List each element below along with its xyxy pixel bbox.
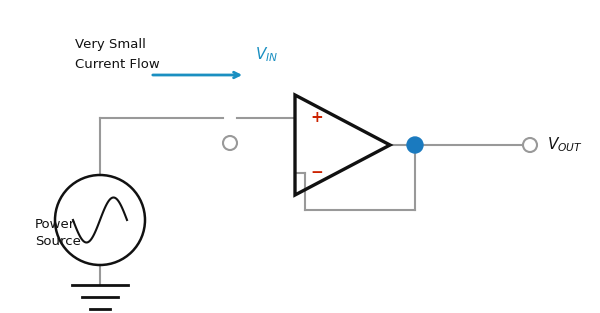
Text: −: − xyxy=(311,165,323,180)
Text: $V_{OUT}$: $V_{OUT}$ xyxy=(547,136,583,154)
Text: Source: Source xyxy=(35,235,81,248)
Circle shape xyxy=(523,138,537,152)
Text: Current Flow: Current Flow xyxy=(75,58,160,71)
Text: $V_{IN}$: $V_{IN}$ xyxy=(255,45,278,64)
Text: Very Small: Very Small xyxy=(75,38,146,51)
Circle shape xyxy=(407,137,423,153)
Text: +: + xyxy=(311,110,323,125)
Circle shape xyxy=(223,136,237,150)
Text: Power: Power xyxy=(35,218,75,231)
